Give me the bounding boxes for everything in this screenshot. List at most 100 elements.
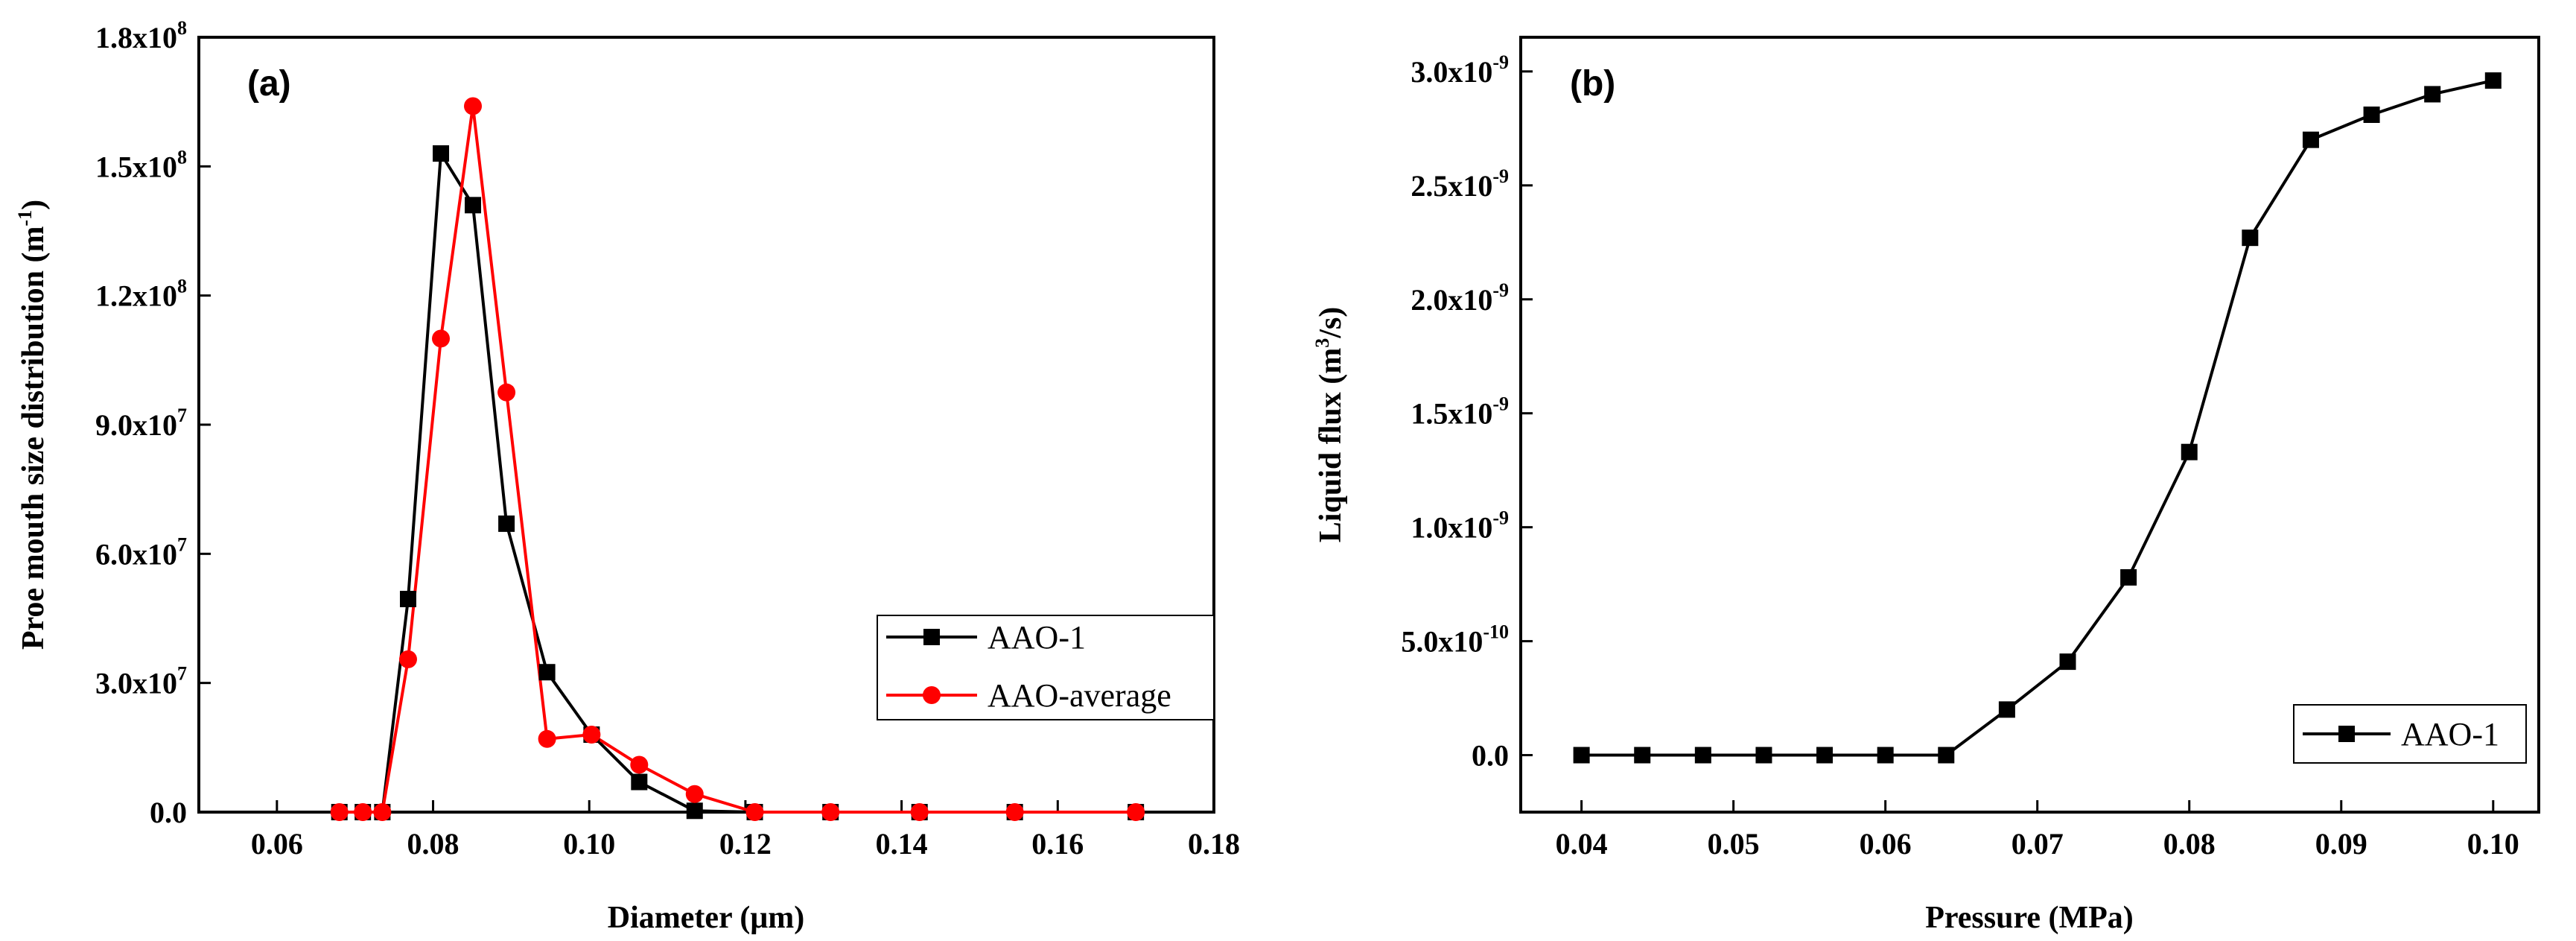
x-tick-label: 0.08: [2163, 827, 2216, 861]
data-point: AAO-average: (0.0894, 9.75e+7): [497, 383, 516, 402]
panel-b-chart: 0.04 0.05 0.06 0.07 0.08 0.09 0.10 0.0 5.0x10-1…: [1311, 36, 2540, 935]
y-tick-exponent: -9: [1492, 51, 1509, 73]
y-tick-mantissa: 6.0x10: [95, 537, 177, 571]
y-tick-exponent: -10: [1483, 621, 1509, 643]
data-point: AAO-average: (0.17, 0.00): [1127, 803, 1145, 821]
y-tick-exponent: -9: [1492, 507, 1509, 529]
panel-b-series: AAO-1: (0.04, 0.00) AAO-1: (0.044, 0.00) A…: [1573, 72, 2502, 764]
panel-b-label: (b): [1570, 64, 1615, 104]
legend-a-avg-marker: [923, 686, 941, 704]
data-point: AAO-average: (0.1003, 1.80e+7): [582, 726, 601, 744]
x-tick-label: 0.14: [876, 827, 928, 861]
y-tick-mantissa: 1.2x10: [95, 279, 177, 313]
x-tick-label: 0.07: [2011, 827, 2064, 861]
data-point: AAO-1: (0.0894, 6.70e+7): [498, 515, 515, 532]
y-tick-mantissa: 1.8x10: [95, 21, 177, 54]
y-tick-label: 3.0x107: [95, 663, 187, 700]
y-tick-mantissa: 2.5x10: [1411, 169, 1492, 203]
panel-b-legend: AAO-1: [2293, 704, 2527, 764]
y-tick-exponent: 7: [177, 405, 187, 426]
x-tick-label: 0.10: [2467, 827, 2519, 861]
legend-a-avg-label: AAO-average: [988, 677, 1171, 714]
panel-b-y-title-end: /s): [1314, 307, 1348, 339]
data-point: AAO-1: (0.04, 0.00): [1573, 747, 1590, 764]
panel-a-series: AAO-1: (0.068, 0.00)AAO-1: (0.071, 0.00)…: [330, 97, 1145, 821]
y-tick-label: 1.8x108: [95, 17, 187, 54]
panel-a-y-axis: 0.03.0x1076.0x1079.0x1071.2x1081.5x1081.…: [95, 17, 211, 829]
y-tick-mantissa: 0.0: [150, 796, 187, 829]
legend-b-aao1-label: AAO-1: [2401, 716, 2499, 753]
y-tick-label: 1.0x10-9: [1411, 507, 1509, 545]
x-tick-label: 0.09: [2315, 827, 2367, 861]
y-tick-exponent: -9: [1492, 279, 1509, 301]
panel-a-x-axis: 0.06 0.08 0.10 0.12 0.14 0.16 0.18: [251, 800, 1240, 861]
data-point: AAO-1: (0.068, 2.00e-10): [1998, 701, 2015, 718]
data-point: AAO-average: (0.068, 0.00): [330, 803, 349, 821]
data-point: AAO-1: (0.1064, 7.00e+6): [631, 773, 648, 790]
y-tick-label: 5.0x10-10: [1401, 621, 1509, 659]
y-tick-exponent: 7: [177, 663, 187, 685]
data-point: AAO-1: (0.08, 1.33e-9): [2181, 443, 2198, 460]
y-tick-label: 1.5x10-9: [1411, 393, 1509, 431]
series-line-aao-average: [339, 104, 1136, 814]
panel-b-x-axis: 0.04 0.05 0.06 0.07 0.08 0.09 0.10: [1556, 800, 2519, 861]
y-tick-exponent: 8: [177, 146, 187, 168]
x-tick-label: 0.16: [1031, 827, 1084, 861]
data-point: AAO-1: (0.06, 0.00): [1877, 747, 1894, 764]
data-point: AAO-1: (0.092, 2.81e-9): [2363, 107, 2380, 123]
data-point: AAO-1: (0.088, 2.70e-9): [2302, 131, 2319, 148]
data-point: AAO-average: (0.0946, 1.70e+7): [538, 729, 556, 748]
legend-a-aao1-label: AAO-1: [988, 619, 1086, 656]
y-tick-mantissa: 3.0x10: [95, 667, 177, 700]
x-tick-label: 0.18: [1188, 827, 1240, 861]
data-point: AAO-average: (0.0768, 3.55e+7): [398, 650, 417, 668]
data-point: AAO-1: (0.096, 2.90e-9): [2424, 86, 2441, 103]
y-tick-mantissa: 3.0x10: [1411, 55, 1492, 89]
x-tick-label: 0.05: [1708, 827, 1760, 861]
data-point: AAO-average: (0.1212, 0.00): [745, 803, 764, 821]
data-point: AAO-1: (0.1, 2.96e-9): [2484, 72, 2502, 89]
data-point: AAO-average: (0.071, 0.00): [354, 803, 372, 821]
panel-a-legend: AAO-1 AAO-average: [877, 615, 1215, 720]
y-tick-label: 2.0x10-9: [1411, 279, 1509, 317]
y-tick-exponent: -9: [1492, 393, 1509, 415]
y-tick-label: 3.0x10-9: [1411, 51, 1509, 89]
series-line-aao-1: [1581, 79, 2494, 757]
y-tick-exponent: 8: [177, 17, 187, 39]
data-point: AAO-average: (0.081, 1.10e+8): [432, 329, 451, 348]
y-tick-label: 1.5x108: [95, 146, 187, 183]
data-point: AAO-1: (0.044, 0.00): [1634, 747, 1651, 764]
x-tick-label: 0.04: [1556, 827, 1608, 861]
data-point: AAO-1: (0.0851, 1.41e+8): [465, 197, 482, 214]
x-tick-label: 0.12: [719, 827, 772, 861]
data-point: AAO-1: (0.081, 1.53e+8): [433, 145, 450, 162]
data-point: AAO-1: (0.072, 4.10e-10): [2059, 653, 2076, 671]
y-tick-mantissa: 1.0x10: [1411, 511, 1492, 545]
data-point: AAO-1: (0.076, 7.80e-10): [2120, 568, 2137, 586]
panel-a-y-title-sup: -1: [14, 210, 36, 226]
panel-a-y-title-main: Proe mouth size distribution (m: [16, 226, 51, 650]
data-point: AAO-average: (0.1064, 1.10e+7): [630, 755, 649, 774]
panel-a-label: (a): [247, 64, 291, 104]
x-tick-label: 0.08: [407, 827, 459, 861]
data-point: AAO-average: (0.1135, 4.20e+6): [685, 785, 704, 803]
y-tick-mantissa: 5.0x10: [1401, 625, 1483, 659]
y-tick-label: 9.0x107: [95, 405, 187, 442]
legend-b-aao1-marker: [2338, 726, 2355, 742]
data-point: AAO-average: (0.1309, 0.00): [821, 803, 840, 821]
y-tick-exponent: -9: [1492, 165, 1509, 187]
panel-b-x-axis-title: Pressure (MPa): [1925, 901, 2134, 935]
data-point: AAO-1: (0.048, 0.00): [1694, 747, 1711, 764]
data-point: AAO-1: (0.1135, 3.00e+5): [686, 802, 703, 820]
panel-a-y-title-end: ): [16, 200, 51, 210]
data-point: AAO-1: (0.0768, 4.95e+7): [399, 591, 416, 607]
x-tick-label: 0.06: [251, 827, 303, 861]
data-point: AAO-average: (0.1545, 0.00): [1005, 803, 1024, 821]
data-point: AAO-1: (0.0946, 3.25e+7): [538, 664, 556, 681]
y-tick-mantissa: 0.0: [1472, 739, 1509, 773]
y-tick-mantissa: 2.0x10: [1411, 283, 1492, 317]
y-tick-mantissa: 1.5x10: [1411, 397, 1492, 431]
x-tick-label: 0.06: [1860, 827, 1912, 861]
y-tick-mantissa: 9.0x10: [95, 408, 177, 442]
